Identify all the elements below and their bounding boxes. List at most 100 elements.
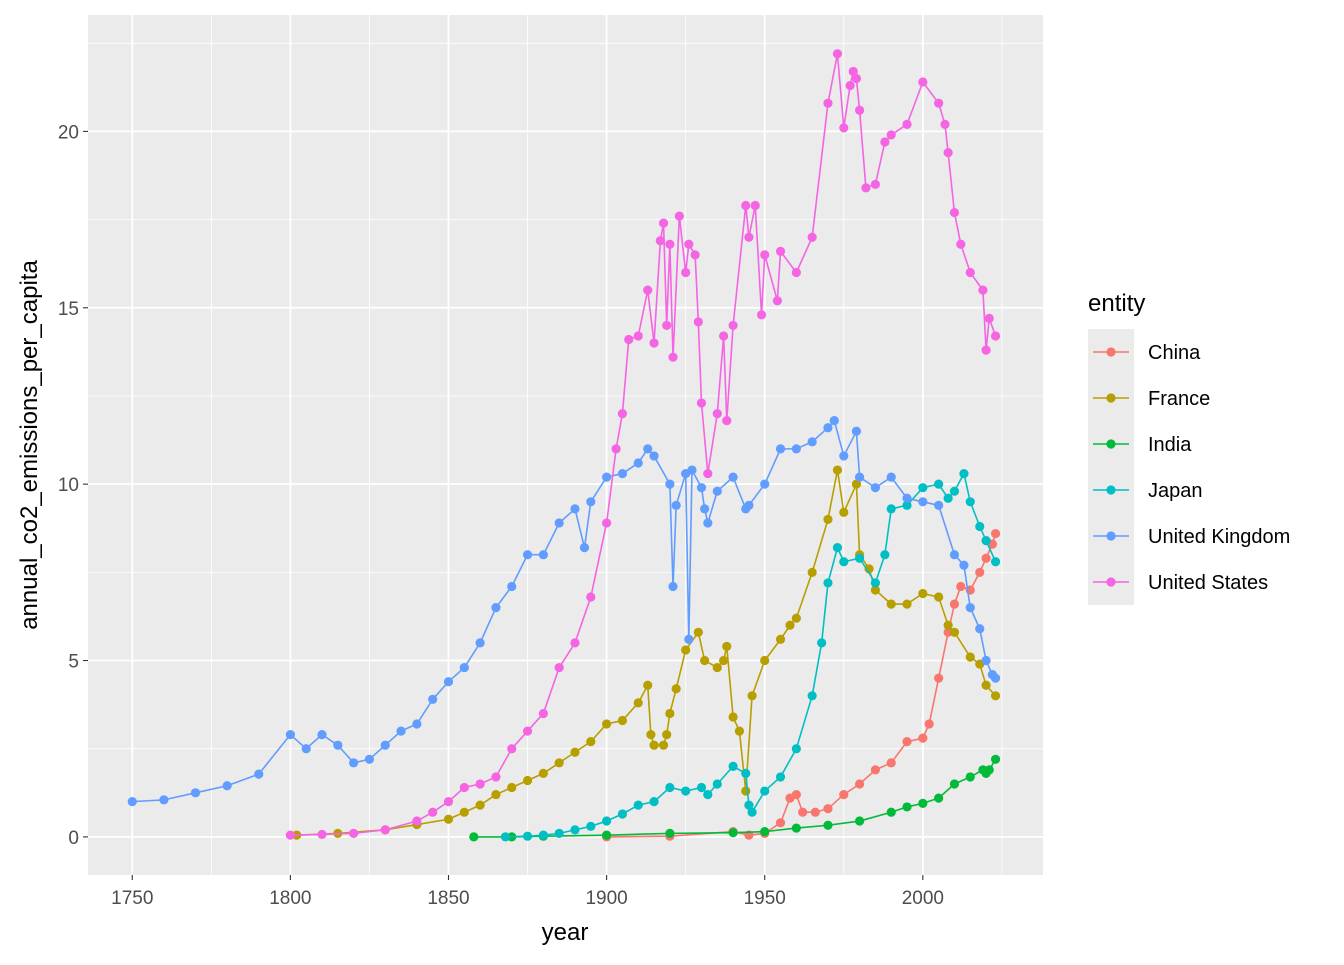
data-point-united-kingdom xyxy=(159,795,169,805)
data-point-united-kingdom xyxy=(965,603,975,613)
data-point-france xyxy=(443,814,454,824)
data-point-united-kingdom xyxy=(671,500,681,510)
data-point-united-states xyxy=(554,662,564,673)
data-point-japan xyxy=(990,557,1001,567)
data-point-united-kingdom xyxy=(649,451,659,461)
data-point-united-kingdom xyxy=(443,677,454,687)
data-point-japan xyxy=(665,782,675,793)
data-point-united-states xyxy=(839,123,849,133)
y-tick-label: 15 xyxy=(58,299,79,320)
data-point-france xyxy=(722,641,732,652)
data-point-united-states xyxy=(681,267,691,278)
data-point-united-states xyxy=(845,80,855,91)
data-point-japan xyxy=(886,504,896,514)
data-point-united-kingdom xyxy=(854,472,865,482)
data-point-china xyxy=(810,807,820,817)
data-point-united-kingdom xyxy=(428,694,438,704)
data-point-united-states xyxy=(886,130,896,140)
data-point-france xyxy=(459,807,469,817)
data-point-united-kingdom xyxy=(364,754,375,764)
y-tick-label: 20 xyxy=(58,122,79,143)
data-point-japan xyxy=(522,831,533,841)
data-point-united-kingdom xyxy=(791,444,801,454)
data-point-france xyxy=(934,592,944,602)
data-point-united-kingdom xyxy=(643,444,653,454)
legend-label: United States xyxy=(1148,572,1268,594)
data-point-japan xyxy=(959,468,969,479)
legend-item-japan: Japan xyxy=(1088,467,1203,513)
legend-point xyxy=(1106,439,1116,449)
x-tick-label: 1750 xyxy=(111,888,153,909)
data-point-united-states xyxy=(880,137,890,147)
data-point-united-states xyxy=(655,236,665,246)
data-point-france xyxy=(775,634,786,644)
data-point-japan xyxy=(949,486,960,496)
data-point-france xyxy=(741,786,751,796)
data-point-united-states xyxy=(949,207,960,218)
data-point-france xyxy=(693,627,703,637)
data-point-india xyxy=(469,832,479,842)
data-point-japan xyxy=(791,744,801,754)
data-point-france xyxy=(681,645,691,655)
data-point-china xyxy=(854,779,865,789)
data-point-france xyxy=(918,588,928,599)
data-point-japan xyxy=(500,832,511,842)
data-point-united-kingdom xyxy=(586,497,596,507)
data-point-united-states xyxy=(475,779,485,789)
data-point-united-states xyxy=(412,816,422,826)
legend-label: United Kingdom xyxy=(1148,526,1290,548)
data-point-china xyxy=(902,737,912,747)
y-tick-label: 0 xyxy=(68,828,79,849)
data-point-united-states xyxy=(719,331,729,341)
data-point-france xyxy=(491,789,501,800)
data-point-france xyxy=(807,567,817,577)
data-point-united-kingdom xyxy=(728,472,738,482)
data-point-france xyxy=(785,620,795,630)
data-point-france xyxy=(712,662,722,673)
data-point-united-states xyxy=(317,829,327,840)
data-point-united-states xyxy=(690,250,700,260)
data-point-france xyxy=(522,775,533,786)
data-point-japan xyxy=(741,768,751,779)
data-point-france xyxy=(981,680,991,690)
data-point-japan xyxy=(712,779,722,789)
data-point-india xyxy=(990,754,1001,764)
data-point-united-states xyxy=(851,73,862,84)
legend-point xyxy=(1106,347,1116,357)
data-point-china xyxy=(839,789,849,800)
data-point-japan xyxy=(981,535,991,546)
data-point-united-states xyxy=(459,782,469,793)
data-point-united-kingdom xyxy=(538,550,548,560)
data-point-france xyxy=(700,655,710,666)
data-point-united-states xyxy=(940,119,950,129)
data-point-japan xyxy=(934,479,944,489)
data-point-united-kingdom xyxy=(665,479,675,489)
data-point-united-kingdom xyxy=(254,769,264,779)
x-tick-label: 2000 xyxy=(902,888,944,909)
data-point-china xyxy=(798,807,808,817)
data-point-france xyxy=(658,740,669,750)
data-point-united-kingdom xyxy=(522,550,533,560)
data-point-france xyxy=(662,730,672,740)
data-point-japan xyxy=(703,789,713,800)
data-point-france xyxy=(617,715,628,726)
data-point-united-states xyxy=(570,638,580,648)
data-point-france xyxy=(832,465,843,475)
data-point-france xyxy=(554,758,564,768)
data-point-united-kingdom xyxy=(775,444,786,454)
data-point-united-kingdom xyxy=(934,500,944,510)
data-point-india xyxy=(965,772,975,782)
legend-item-united-states: United States xyxy=(1088,559,1268,605)
legend-point xyxy=(1106,531,1116,541)
data-point-united-kingdom xyxy=(507,581,517,592)
data-point-united-kingdom xyxy=(807,437,817,447)
data-point-india xyxy=(886,807,896,817)
data-point-france xyxy=(538,768,548,779)
data-point-united-states xyxy=(507,744,517,754)
data-point-india xyxy=(854,816,865,826)
data-point-united-states xyxy=(665,239,675,249)
data-point-united-kingdom xyxy=(190,788,201,798)
x-tick-label: 1900 xyxy=(585,888,627,909)
data-point-india xyxy=(902,802,912,812)
series-united-kingdom xyxy=(127,416,1001,807)
